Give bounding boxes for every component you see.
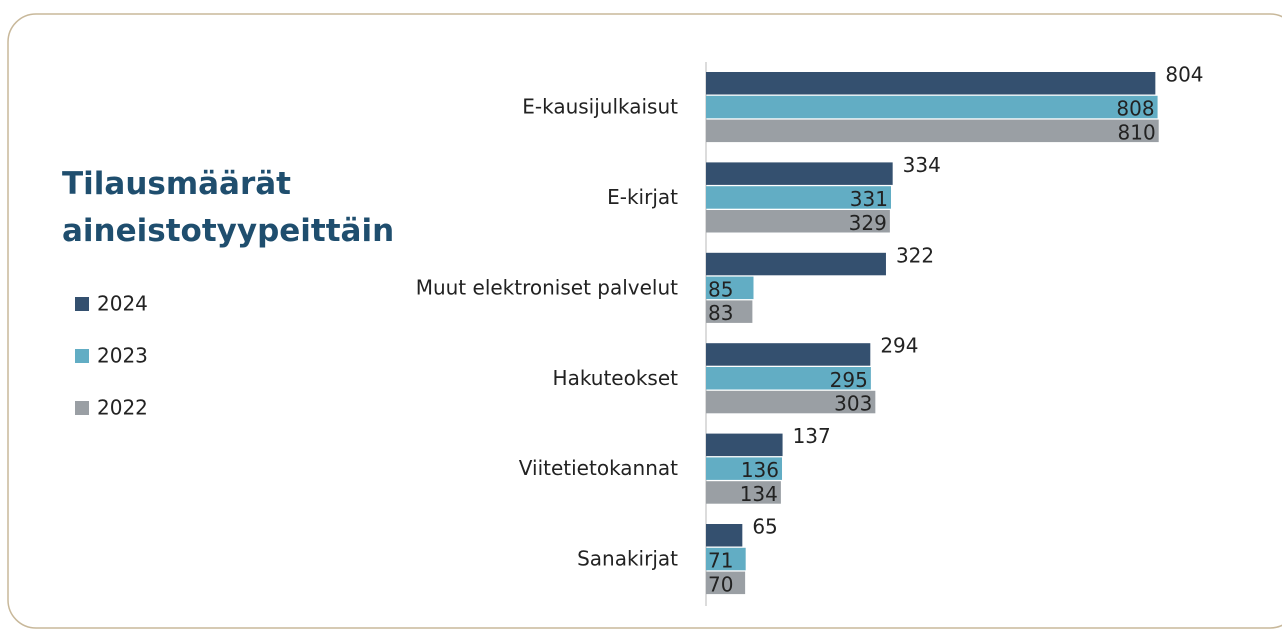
- legend-label: 2022: [97, 396, 148, 420]
- category-label: Sanakirjat: [577, 547, 678, 571]
- data-label: 137: [793, 424, 831, 448]
- bar: [706, 119, 1159, 143]
- bar: [706, 252, 886, 276]
- bar: [706, 95, 1158, 119]
- legend-swatch: [75, 349, 89, 363]
- bar: [706, 210, 890, 233]
- chart-title: Tilausmäärät aineistotyypeittäin: [62, 166, 394, 249]
- bar: [706, 481, 781, 504]
- bar: [706, 571, 746, 595]
- data-label: 334: [903, 153, 941, 177]
- bar: [706, 457, 783, 480]
- data-label: 83: [708, 301, 733, 325]
- legend-label: 2023: [97, 344, 148, 368]
- data-label: 331: [850, 187, 888, 211]
- category-label: Viitetietokannat: [519, 456, 678, 480]
- category-label: E-kausijulkaisut: [522, 95, 678, 119]
- category-label: Muut elektroniset palvelut: [416, 275, 678, 299]
- data-label: 134: [740, 482, 778, 506]
- data-label: 810: [1118, 120, 1156, 144]
- bar: [706, 186, 891, 209]
- legend-label: 2024: [97, 292, 148, 316]
- data-label: 804: [1165, 63, 1203, 87]
- legend-swatch: [75, 401, 89, 415]
- bar: [706, 367, 871, 390]
- bar: [706, 547, 746, 571]
- bar: [706, 390, 876, 414]
- legend-swatch: [75, 297, 89, 311]
- bar: [706, 300, 753, 323]
- data-label: 70: [708, 572, 733, 596]
- frame: [7, 13, 1282, 629]
- data-label: 71: [708, 549, 733, 573]
- bar: [706, 72, 1156, 95]
- data-label: 294: [880, 334, 918, 358]
- data-label: 65: [752, 515, 777, 539]
- bar: [706, 343, 871, 366]
- bar: [706, 276, 754, 300]
- data-label: 808: [1116, 97, 1154, 121]
- category-label: Hakuteokset: [553, 366, 679, 390]
- data-label: 303: [834, 392, 872, 416]
- category-label: E-kirjat: [607, 185, 678, 209]
- data-label: 329: [849, 211, 887, 235]
- bar: [706, 433, 783, 457]
- data-label: 295: [830, 368, 868, 392]
- data-label: 322: [896, 243, 934, 267]
- bar: [706, 524, 743, 547]
- data-label: 136: [741, 458, 779, 482]
- bar: [706, 162, 893, 185]
- data-label: 85: [708, 277, 733, 301]
